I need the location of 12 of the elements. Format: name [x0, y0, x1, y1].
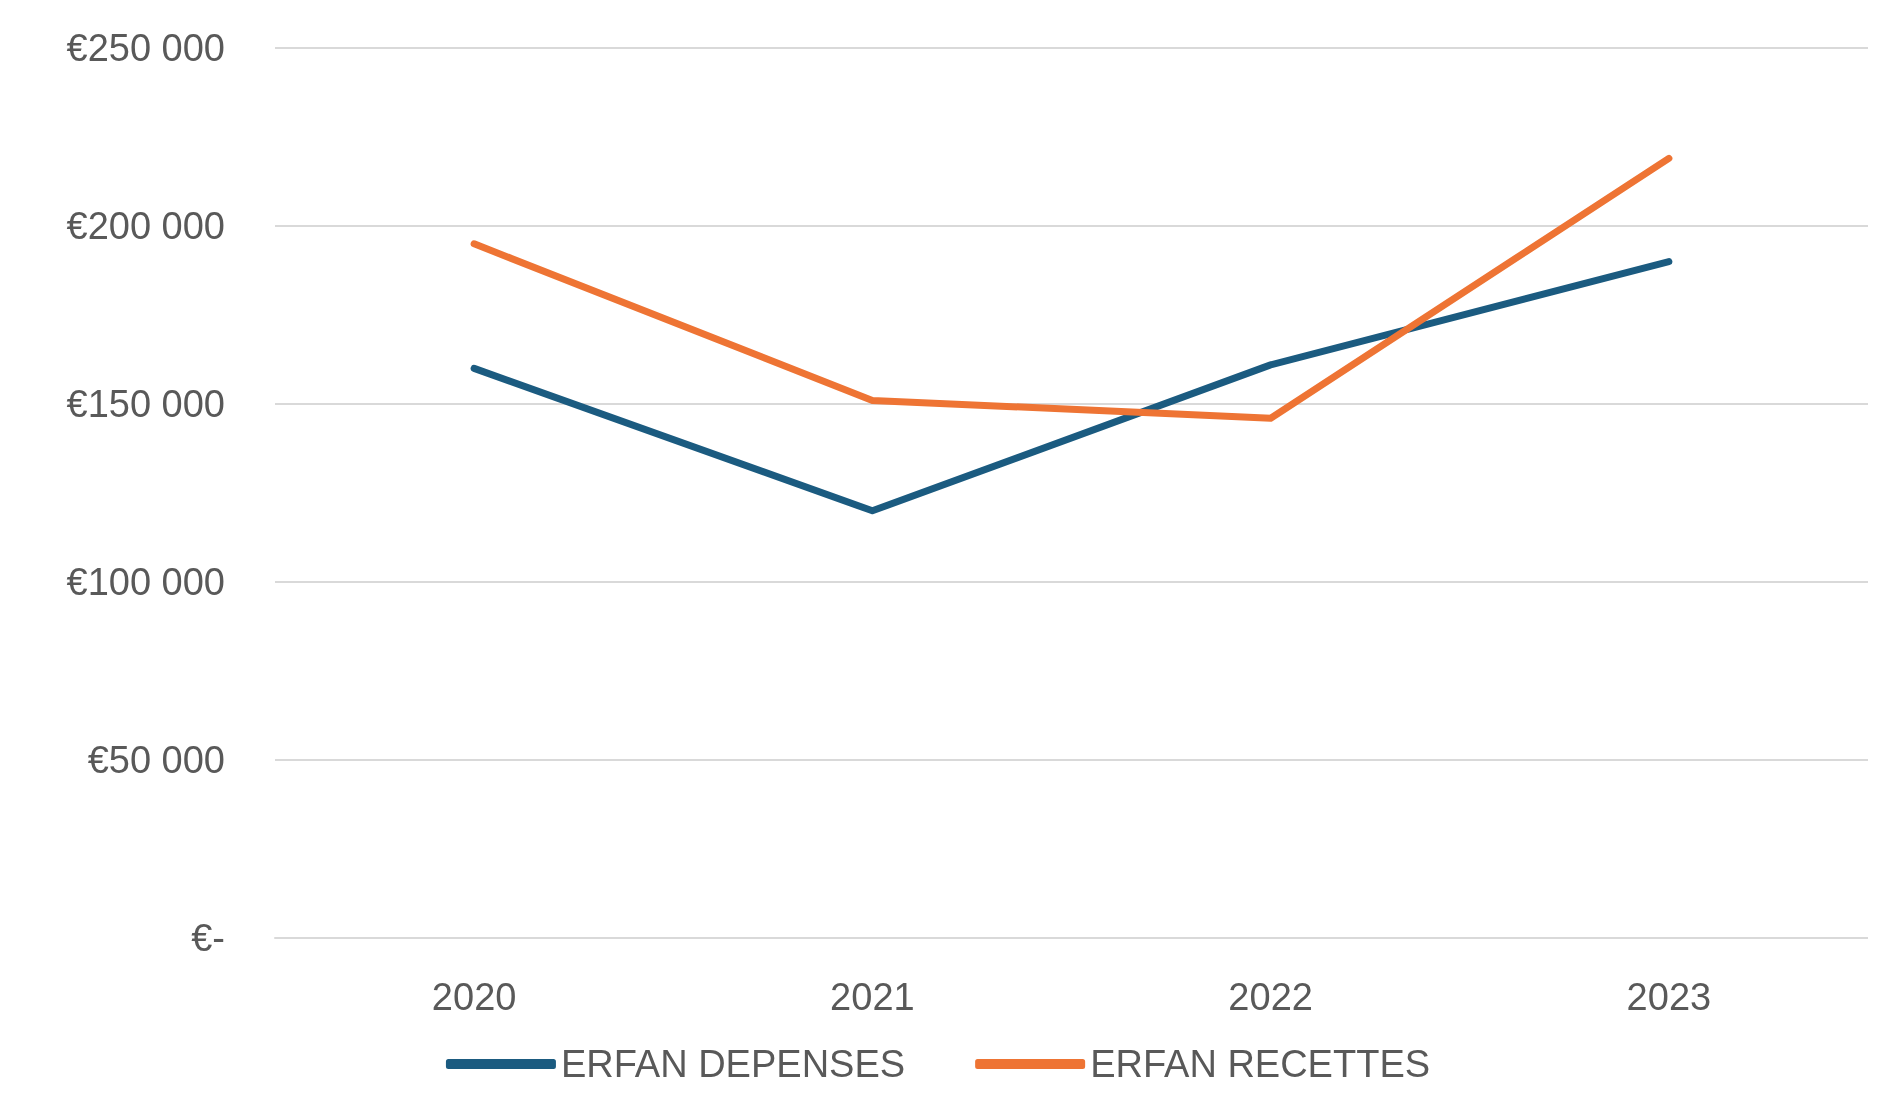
legend-label: ERFAN RECETTES — [1090, 1043, 1431, 1085]
y-tick-label: €250 000 — [66, 27, 225, 69]
x-tick-label: 2020 — [431, 976, 517, 1018]
y-tick-label: €200 000 — [66, 205, 225, 247]
x-tick-label: 2023 — [1626, 976, 1712, 1018]
y-tick-label: €50 000 — [87, 739, 225, 781]
y-tick-label: €150 000 — [66, 383, 225, 425]
x-tick-label: 2022 — [1228, 976, 1313, 1018]
y-tick-label: €100 000 — [66, 561, 225, 603]
y-tick-label: €- — [191, 917, 225, 959]
legend-label: ERFAN DEPENSES — [560, 1043, 906, 1085]
x-tick-label: 2021 — [830, 976, 915, 1018]
